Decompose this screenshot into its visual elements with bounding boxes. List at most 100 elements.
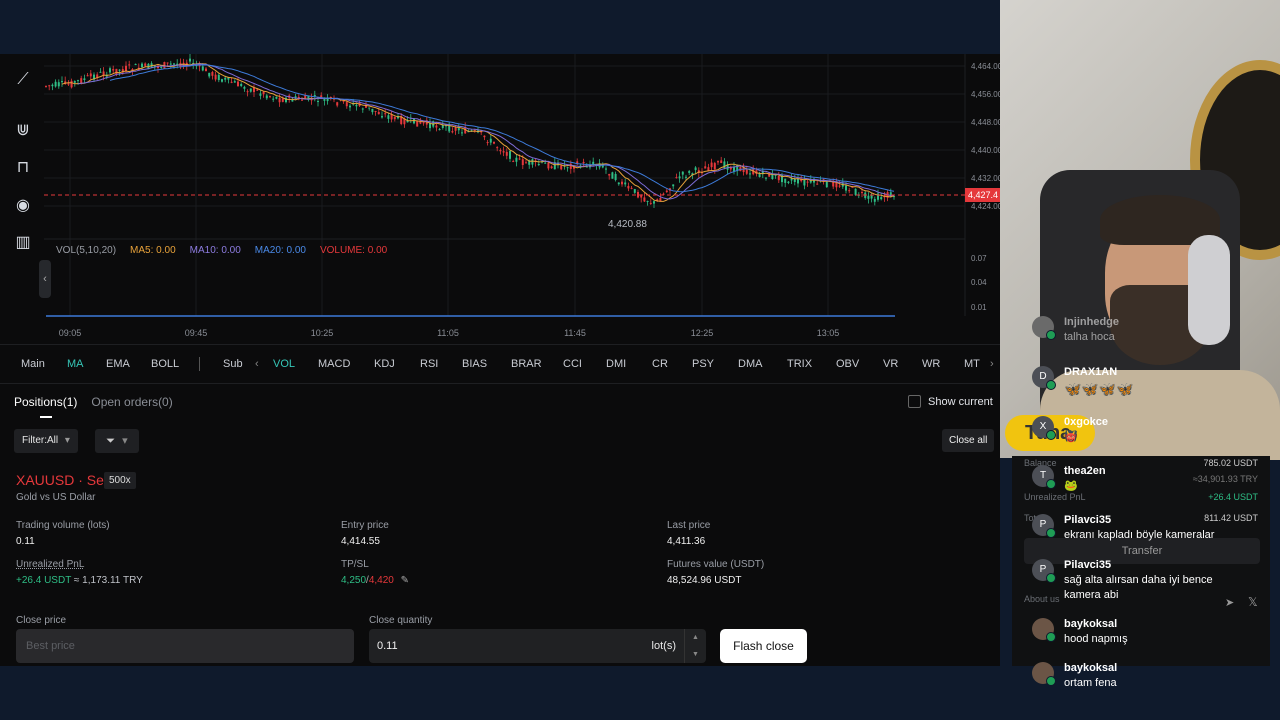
eye-icon[interactable]: ◉ <box>16 197 30 214</box>
close-qty-unit: lot(s) <box>651 640 676 652</box>
candle-body <box>531 159 534 165</box>
candle-body <box>489 138 492 143</box>
chat-text: sağ alta alırsan daha iyi bence <box>1064 574 1213 586</box>
chat-user: Pilavci35 <box>1064 559 1112 571</box>
candle-body <box>345 102 348 107</box>
filter-dropdown[interactable]: Filter:All ▾ <box>14 429 78 453</box>
ma20-line <box>109 64 895 193</box>
lock-icon[interactable]: ⊓ <box>16 159 30 176</box>
candle-body <box>646 200 649 202</box>
magnet-icon[interactable]: ⋓ <box>16 122 30 139</box>
tab-vr[interactable]: VR <box>883 358 899 370</box>
time-tick-label: 13:05 <box>817 328 840 338</box>
candle-body <box>624 182 627 185</box>
candle-body <box>694 167 697 171</box>
candle-body <box>77 80 79 82</box>
candle-body <box>499 149 502 152</box>
sl-value: 4,420 <box>368 575 394 586</box>
candle-body <box>502 151 505 153</box>
edit-icon[interactable]: ✎ <box>400 575 410 586</box>
tpsl-value[interactable]: 4,250/4,420 ✎ <box>341 575 410 586</box>
tab-ema[interactable]: EMA <box>106 358 130 370</box>
time-tick-label: 09:45 <box>185 328 208 338</box>
tab-rsi[interactable]: RSI <box>420 358 439 370</box>
scroll-left-icon[interactable]: ‹ <box>255 358 259 370</box>
tab-brar[interactable]: BRAR <box>511 358 542 370</box>
tab-ma[interactable]: MA <box>67 358 84 370</box>
drawing-toolbar: ⟋ ⋓ ⊓ ◉ ▥ <box>0 54 44 344</box>
tab-bias[interactable]: BIAS <box>462 358 488 370</box>
candle-body <box>464 127 467 134</box>
chat-text: 🦋🦋🦋🦋 <box>1064 381 1134 397</box>
tab-kdj[interactable]: KDJ <box>374 358 395 370</box>
candle-body <box>377 112 380 115</box>
tab-dmi[interactable]: DMI <box>606 358 627 370</box>
tab-psy[interactable]: PSY <box>692 358 715 370</box>
close-quantity-input[interactable]: 0.11 lot(s) ▲ ▼ <box>369 629 706 663</box>
price-chart[interactable]: 4,464.00 4,456.00 4,448.00 4,440.00 4,432.00… <box>0 54 1000 344</box>
price-tick-label: 4,424.00 <box>971 202 1000 211</box>
tab-vol[interactable]: VOL <box>273 358 296 370</box>
candle-body <box>688 171 691 173</box>
close-price-input[interactable]: Best price <box>16 629 354 663</box>
transfer-button[interactable]: Transfer <box>1024 538 1260 564</box>
quantity-stepper[interactable]: ▲ ▼ <box>684 629 706 663</box>
candle-body <box>381 116 383 118</box>
telegram-icon[interactable]: ➤ <box>1225 597 1235 609</box>
show-current-toggle[interactable]: Show current <box>908 395 993 408</box>
filter-button[interactable]: ⏷ ▾ <box>95 429 139 453</box>
candle-body <box>384 113 387 115</box>
price-tick-label: 4,464.00 <box>971 62 1000 71</box>
candle-body <box>285 97 287 103</box>
trash-icon[interactable]: ▥ <box>15 234 31 251</box>
time-tick-label: 12:25 <box>691 328 714 338</box>
ma10-line <box>77 63 895 200</box>
candle-body <box>278 97 281 103</box>
close-all-button[interactable]: Close all <box>942 429 995 452</box>
chat-user: DRAX1AN <box>1064 366 1118 378</box>
x-icon[interactable]: 𝕏 <box>1248 595 1258 609</box>
tab-cr[interactable]: CR <box>652 358 668 370</box>
candle-body <box>134 63 137 65</box>
tab-wr[interactable]: WR <box>922 358 941 370</box>
tab-obv[interactable]: OBV <box>836 358 860 370</box>
candle-body <box>96 74 99 78</box>
tab-positions[interactable]: Positions(1) <box>14 395 78 409</box>
time-tick-label: 09:05 <box>59 328 82 338</box>
pnl-try: ≈ 1,173.11 TRY <box>73 575 143 586</box>
candle-body <box>512 161 515 163</box>
tab-dma[interactable]: DMA <box>738 358 763 370</box>
trend-tool-icon[interactable]: ⟋ <box>17 71 29 88</box>
candle-body <box>691 173 694 176</box>
current-price-label: 4,427.4 <box>968 190 998 200</box>
candle-body <box>99 71 102 73</box>
candle-body <box>851 186 854 188</box>
tab-cci[interactable]: CCI <box>563 358 582 370</box>
flash-close-button[interactable]: Flash close <box>720 629 807 663</box>
price-tick-label: 4,432.00 <box>971 174 1000 183</box>
candle-body <box>781 175 783 183</box>
candle-body <box>323 98 326 101</box>
tab-trix[interactable]: TRIX <box>787 358 813 370</box>
candle-body <box>342 100 345 102</box>
position-symbol[interactable]: XAUUSD · Sell <box>16 472 111 488</box>
tab-macd[interactable]: MACD <box>318 358 351 370</box>
candle-body <box>678 176 681 179</box>
vol-label: VOL(5,10,20) <box>56 245 117 256</box>
candle-body <box>771 174 774 180</box>
unrealized-label: Unrealized PnL <box>1024 492 1086 502</box>
show-current-checkbox[interactable] <box>908 395 921 408</box>
tab-mt[interactable]: MT <box>964 358 980 370</box>
tab-open-orders[interactable]: Open orders(0) <box>91 395 173 409</box>
candle-body <box>176 63 179 66</box>
about-label[interactable]: About us <box>1024 594 1060 604</box>
candle-body <box>713 163 716 170</box>
candle-body <box>659 198 662 202</box>
candle-body <box>230 81 233 83</box>
tab-boll[interactable]: BOLL <box>151 358 180 370</box>
candle-body <box>457 128 460 131</box>
scroll-right-icon[interactable]: › <box>990 358 994 370</box>
candle-body <box>643 197 646 202</box>
candle-body <box>873 198 876 202</box>
collapse-toolbar-button[interactable]: ‹ <box>39 260 51 298</box>
